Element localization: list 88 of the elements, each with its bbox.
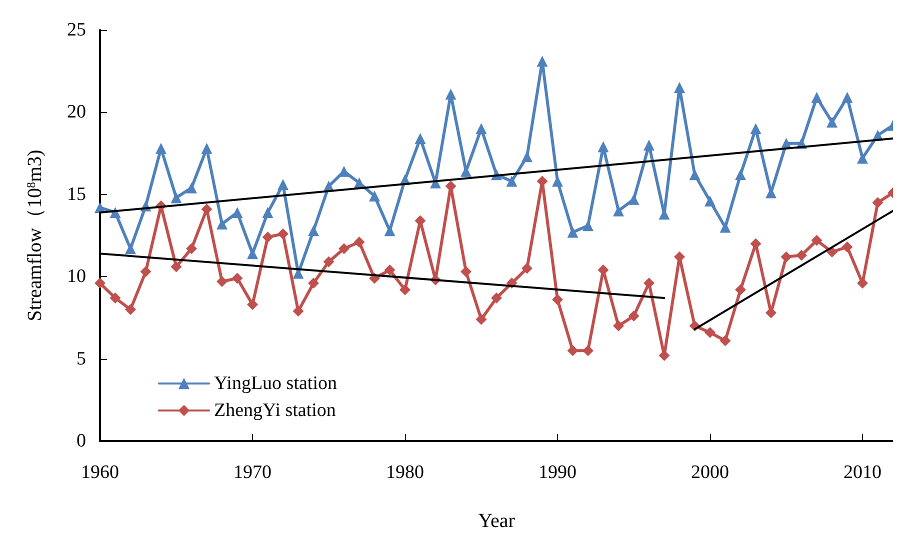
point [170, 192, 182, 204]
point [826, 116, 838, 128]
y-tick-label: 10 [67, 266, 86, 288]
point [232, 206, 243, 218]
point [720, 222, 731, 233]
point [506, 176, 518, 187]
point [186, 243, 197, 254]
point [582, 345, 594, 356]
x-tick-label: 1990 [538, 462, 576, 483]
point [308, 225, 319, 236]
point [780, 251, 792, 262]
point [216, 218, 228, 230]
point [536, 56, 548, 67]
point [278, 228, 288, 240]
point [674, 82, 685, 94]
point [750, 123, 762, 134]
point [232, 272, 243, 284]
point [400, 284, 410, 296]
y-tick-label: 5 [76, 348, 86, 370]
point [354, 236, 365, 248]
point [735, 169, 746, 180]
point [811, 92, 822, 103]
point [445, 88, 456, 100]
point [216, 276, 228, 288]
point [735, 284, 746, 296]
point [460, 266, 472, 278]
point [369, 190, 380, 202]
y-tick-label: 0 [76, 430, 86, 452]
point [582, 220, 594, 232]
point [598, 141, 609, 152]
point [384, 225, 396, 236]
point [110, 292, 121, 304]
point [94, 278, 106, 289]
point [247, 248, 258, 260]
point [278, 179, 288, 190]
point [613, 320, 624, 332]
point [628, 194, 640, 205]
point [476, 314, 487, 325]
point [857, 152, 868, 164]
point [125, 243, 136, 254]
point [628, 310, 640, 322]
point [292, 306, 304, 317]
point [811, 234, 822, 246]
point [491, 292, 502, 304]
point [338, 243, 350, 254]
point [704, 326, 716, 338]
point [414, 133, 426, 144]
x-tick-label: 1970 [234, 462, 272, 483]
x-tick-label: 1980 [386, 462, 424, 483]
point [323, 256, 334, 268]
x-tick-label: 2000 [691, 462, 729, 483]
point [689, 169, 700, 180]
point [522, 262, 532, 274]
x-axis-title: Year [478, 510, 516, 532]
point [262, 232, 274, 243]
point [522, 151, 532, 162]
legend-label: ZhengYi station [214, 400, 336, 421]
point [613, 205, 624, 216]
point [308, 278, 319, 289]
point [842, 92, 853, 103]
point [872, 197, 884, 208]
point [704, 195, 716, 206]
point [552, 294, 563, 306]
x-tick-label: 1960 [81, 462, 119, 483]
legend-label: YingLuo station [214, 373, 338, 394]
point [125, 304, 136, 315]
point [262, 206, 274, 218]
y-axis-title: Streamflow（108m3) [24, 150, 46, 322]
point [842, 242, 853, 253]
point [201, 142, 212, 154]
y-tick-label: 20 [67, 102, 86, 123]
point [156, 142, 166, 154]
point [384, 264, 396, 276]
point [644, 278, 654, 289]
y-tick-label: 15 [67, 184, 86, 205]
point [186, 182, 197, 194]
y-tick-label: 25 [67, 20, 86, 40]
point [567, 345, 578, 356]
point [796, 250, 807, 261]
point [170, 261, 182, 272]
point [140, 266, 152, 278]
point [476, 123, 487, 134]
point [658, 350, 670, 362]
point [567, 226, 578, 238]
point [720, 335, 731, 346]
point [644, 140, 654, 151]
point [247, 299, 258, 310]
x-tick-label: 2010 [844, 462, 882, 483]
